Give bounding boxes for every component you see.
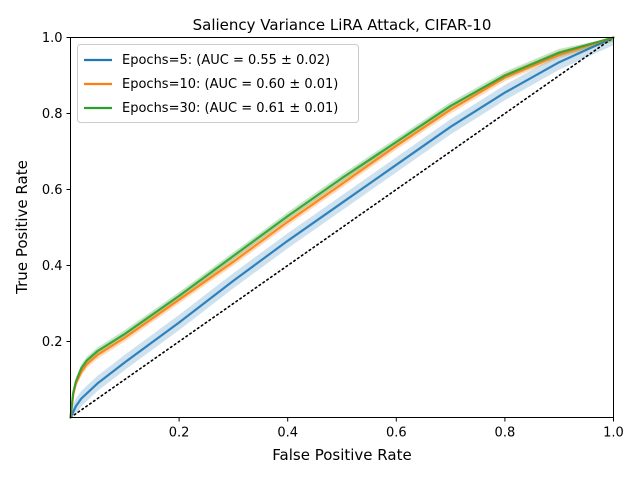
x-tick-label: 0.2 (169, 426, 190, 441)
y-axis-label: True Positive Rate (13, 160, 31, 295)
plot-frame (70, 37, 614, 418)
y-tick-label: 0.2 (42, 335, 63, 350)
x-tick-label: 0.6 (386, 426, 407, 441)
y-axis-ticks: 0.2 0.4 0.6 0.8 1.0 (42, 31, 71, 350)
y-tick-label: 1.0 (42, 31, 63, 46)
legend-box (77, 44, 359, 123)
x-tick-label: 1.0 (603, 426, 624, 441)
chart-title: Saliency Variance LiRA Attack, CIFAR-10 (193, 16, 492, 34)
legend-label-epochs-10: Epochs=10: (AUC = 0.60 ± 0.01) (122, 77, 338, 92)
legend-label-epochs-30: Epochs=30: (AUC = 0.61 ± 0.01) (122, 101, 338, 116)
legend: Epochs=5: (AUC = 0.55 ± 0.02) Epochs=10:… (77, 44, 359, 123)
series-lines (69, 36, 615, 419)
y-tick-label: 0.6 (42, 183, 63, 198)
x-tick-label: 0.8 (495, 426, 516, 441)
x-axis-ticks: 0.2 0.4 0.6 0.8 1.0 (169, 417, 624, 441)
x-axis-label: False Positive Rate (272, 446, 411, 464)
series-line-0 (69, 36, 615, 419)
series-line-2 (69, 36, 615, 419)
y-tick-label: 0.4 (42, 259, 63, 274)
legend-label-epochs-5: Epochs=5: (AUC = 0.55 ± 0.02) (122, 53, 330, 68)
x-tick-label: 0.4 (277, 426, 298, 441)
y-tick-label: 0.8 (42, 107, 63, 122)
